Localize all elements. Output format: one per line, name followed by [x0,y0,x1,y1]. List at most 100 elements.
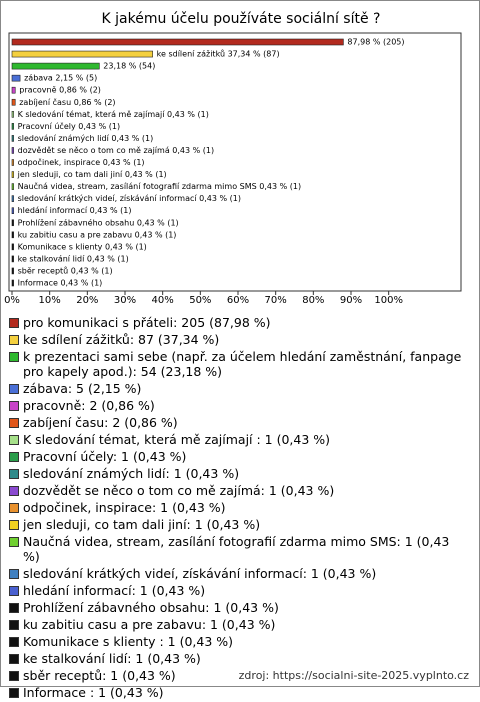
value-label: ke sdílení zážitků 37,34 % (87) [157,49,280,59]
bar [11,98,16,106]
x-tick-label: 60% [227,295,249,306]
value-label: zábava 2,15 % (5) [24,74,97,83]
legend-swatch [9,569,19,579]
legend-swatch [9,620,19,630]
bar [11,123,14,130]
value-label: Komunikace s klienty 0,43 % (1) [18,242,147,251]
legend-label: pro komunikaci s přáteli: 205 (87,98 %) [23,315,271,330]
bar [11,159,14,166]
value-label: 23,18 % (54) [103,62,155,71]
legend-item: dozvědět se něco o tom co mě zajímá: 1 (… [9,483,464,498]
bar [11,243,14,251]
legend-label: ku zabitiu casu a pre zabavu: 1 (0,43 %) [23,617,276,632]
legend-label: zabíjení času: 2 (0,86 %) [23,415,178,430]
legend-swatch [9,586,19,596]
legend-swatch [9,335,19,345]
legend-label: Pracovní účely: 1 (0,43 %) [23,449,187,464]
legend-swatch [9,384,19,394]
legend-label: Prohlížení zábavného obsahu: 1 (0,43 %) [23,600,279,615]
bar [11,38,344,46]
value-label: 87,98 % (205) [347,38,404,47]
legend-label: sběr receptů: 1 (0,43 %) [23,668,176,683]
x-tick-label: 40% [152,295,174,306]
bar [11,279,14,287]
value-label: hledání informací 0,43 % (1) [18,206,132,215]
legend-label: sledování známých lidí: 1 (0,43 %) [23,466,240,481]
bar [11,183,14,190]
legend-swatch [9,418,19,428]
legend-swatch [9,637,19,647]
legend-swatch [9,401,19,411]
legend-item: pro komunikaci s přáteli: 205 (87,98 %) [9,315,464,330]
bar [11,50,153,58]
plot-frame [8,32,462,292]
x-tick-label: 100% [374,295,403,306]
legend-item: sledování krátkých videí, získávání info… [9,566,464,581]
value-label: zabíjení času 0,86 % (2) [19,97,115,107]
legend-swatch [9,352,19,362]
bar [11,111,14,118]
legend-label: Informace : 1 (0,43 %) [23,685,164,700]
x-tick-label: 0% [4,295,20,306]
value-label: pracovně 0,86 % (2) [19,86,101,95]
value-label: Naučná videa, stream, zasílání fotografi… [18,181,301,191]
legend-label: ke sdílení zážitků: 87 (37,34 %) [23,332,220,347]
legend-swatch [9,537,19,547]
x-tick-label: 90% [340,295,362,306]
legend-label: K sledování témat, která mě zajímají : 1… [23,432,331,447]
value-label: K sledování témat, která mě zajímají 0,4… [18,109,209,119]
legend-label: sledování krátkých videí, získávání info… [23,566,377,581]
bar [11,86,16,94]
legend-label: Komunikace s klienty : 1 (0,43 %) [23,634,234,649]
legend-item: ke sdílení zážitků: 87 (37,34 %) [9,332,464,347]
x-tick-label: 20% [76,295,98,306]
value-label: ku zabitiu casu a pre zabavu 0,43 % (1) [18,230,177,239]
legend-item: sběr receptů: 1 (0,43 %) [9,668,464,683]
bar [11,267,14,275]
x-tick-label: 50% [189,295,211,306]
value-label: Prohlížení zábavného obsahu 0,43 % (1) [18,217,179,227]
legend-swatch [9,654,19,664]
legend-item: jen sleduji, co tam dali jiní: 1 (0,43 %… [9,517,464,532]
legend-item: ke stalkování lidí: 1 (0,43 %) [9,651,464,666]
legend-label: dozvědět se něco o tom co mě zajímá: 1 (… [23,483,335,498]
legend-item: Naučná videa, stream, zasílání fotografi… [9,534,464,564]
bar [11,231,14,239]
legend-item: Komunikace s klienty : 1 (0,43 %) [9,634,464,649]
legend-label: odpočinek, inspirace: 1 (0,43 %) [23,500,226,515]
bar [11,135,14,142]
value-label: sledování známých lidí 0,43 % (1) [18,134,154,143]
bar [11,207,14,214]
value-label: Informace 0,43 % (1) [18,279,103,288]
legend-item: zábava: 5 (2,15 %) [9,381,464,396]
bar [11,74,21,82]
legend-label: pracovně: 2 (0,86 %) [23,398,155,413]
bar [11,219,14,227]
legend: pro komunikaci s přáteli: 205 (87,98 %) k… [9,315,464,702]
bar [11,195,14,202]
chart: K jakému účelu používáte sociální sítě ?… [4,11,462,306]
legend-label: ke stalkování lidí: 1 (0,43 %) [23,651,201,666]
legend-swatch [9,435,19,445]
bar [11,171,14,178]
legend-item: sledování známých lidí: 1 (0,43 %) [9,466,464,481]
legend-item: Prohlížení zábavného obsahu: 1 (0,43 %) [9,600,464,615]
x-tick-label: 70% [265,295,287,306]
value-label: ke stalkování lidí 0,43 % (1) [18,254,129,263]
value-label: odpočinek, inspirace 0,43 % (1) [18,157,145,167]
legend-swatch [9,671,19,681]
value-label: sledování krátkých videí, získávání info… [18,194,241,203]
legend-item: zabíjení času: 2 (0,86 %) [9,415,464,430]
bar [11,62,100,70]
legend-swatch [9,520,19,530]
legend-item: Informace : 1 (0,43 %) [9,685,464,700]
legend-swatch [9,503,19,513]
bar [11,147,14,154]
legend-item: ku zabitiu casu a pre zabavu: 1 (0,43 %) [9,617,464,632]
bar [11,255,14,263]
legend-item: k prezentaci sami sebe (např. za účelem … [9,349,464,379]
legend-label: zábava: 5 (2,15 %) [23,381,142,396]
x-tick-label: 10% [39,295,61,306]
source: zdroj: https://socialni-site-2025.vyplnt… [238,669,469,682]
